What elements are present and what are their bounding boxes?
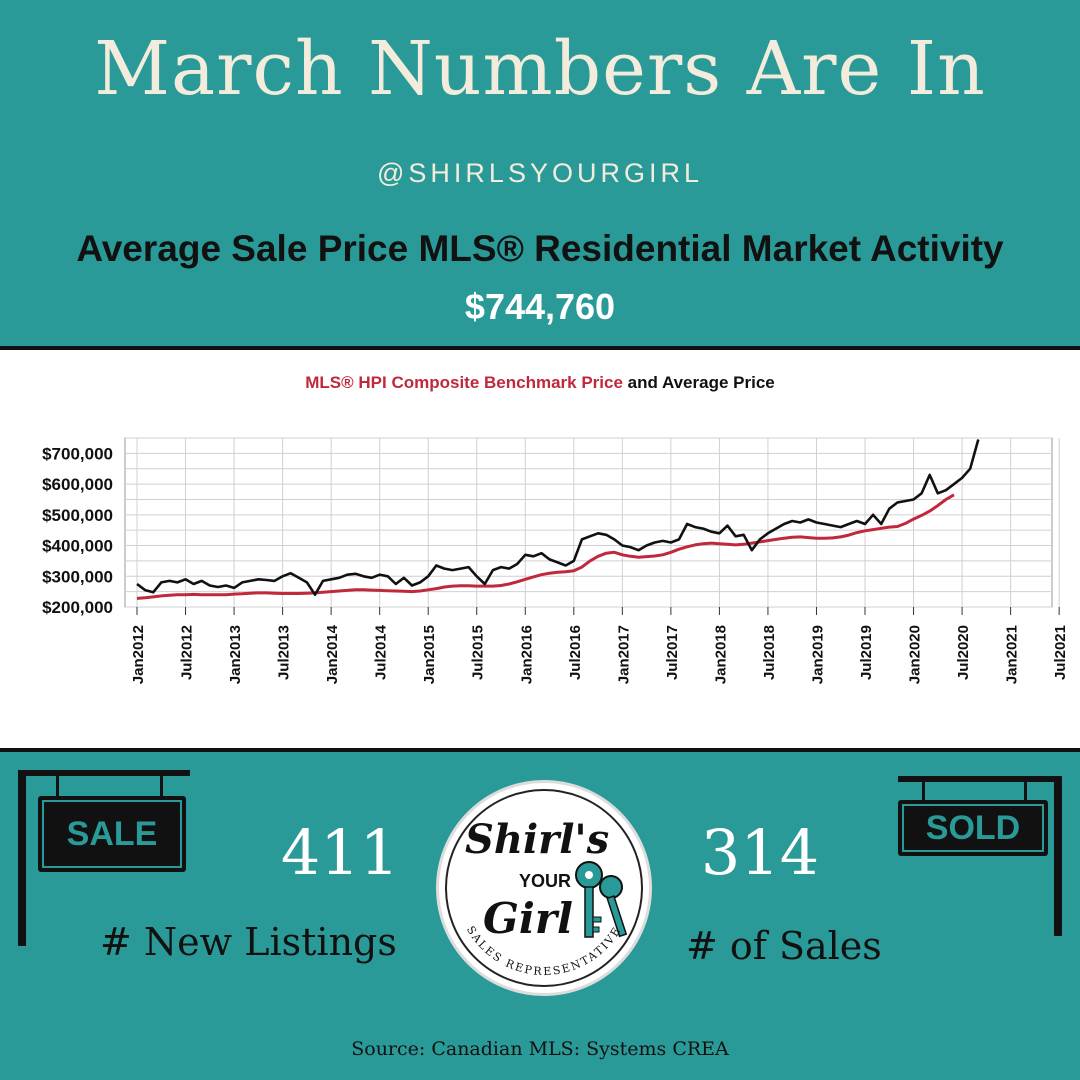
new-listings-label: # New Listings bbox=[100, 920, 397, 964]
x-tick-label: Jan2012 bbox=[130, 625, 147, 684]
x-tick-label: Jul2018 bbox=[761, 625, 778, 680]
social-handle: @SHIRLSYOURGIRL bbox=[377, 158, 703, 188]
y-tick-label: $300,000 bbox=[42, 567, 113, 586]
sold-sign-label: SOLD bbox=[925, 808, 1021, 847]
chart-panel: MLS® HPI Composite Benchmark Price and A… bbox=[0, 346, 1080, 752]
x-tick-label: Jul2015 bbox=[470, 625, 487, 680]
sold-sign-post bbox=[1054, 776, 1062, 936]
x-tick-label: Jan2018 bbox=[712, 625, 729, 684]
logo-your: YOUR bbox=[519, 871, 571, 891]
sale-sign: SALE bbox=[38, 796, 186, 872]
x-tick-label: Jul2013 bbox=[276, 625, 293, 680]
x-tick-label: Jan2020 bbox=[907, 625, 924, 684]
chart-title-average: and Average Price bbox=[628, 373, 775, 392]
sale-sign-arm bbox=[18, 770, 190, 776]
chart-subtitle: Average Sale Price MLS® Residential Mark… bbox=[76, 228, 1004, 269]
new-listings-value: 411 bbox=[280, 816, 400, 889]
x-tick-label: Jul2019 bbox=[858, 625, 875, 680]
brand-logo: Shirl's YOUR Girl SALES REPRESENTATIVE bbox=[436, 780, 652, 996]
x-tick-label: Jul2014 bbox=[373, 624, 390, 680]
sold-sign: SOLD bbox=[898, 800, 1048, 856]
sales-value: 314 bbox=[700, 816, 820, 889]
x-tick-label: Jan2015 bbox=[421, 625, 438, 684]
sold-sign-arm bbox=[898, 776, 1062, 782]
average-price-value: $744,760 bbox=[464, 286, 616, 327]
x-tick-label: Jul2017 bbox=[664, 625, 681, 680]
sale-sign-chain-right bbox=[160, 776, 163, 796]
y-tick-label: $500,000 bbox=[42, 506, 113, 525]
source-note: Source: Canadian MLS: Systems CREA bbox=[351, 1038, 729, 1060]
key-icon bbox=[575, 861, 628, 938]
y-tick-label: $400,000 bbox=[42, 537, 113, 556]
sales-label: # of Sales bbox=[686, 924, 882, 968]
chart-title-hpi: MLS® HPI Composite Benchmark Price bbox=[305, 373, 627, 392]
series-line-average bbox=[136, 439, 980, 596]
sold-sign-chain-right bbox=[1024, 782, 1027, 800]
sale-sign-label: SALE bbox=[66, 814, 158, 853]
x-tick-label: Jul2012 bbox=[179, 625, 196, 680]
y-tick-label: $600,000 bbox=[42, 475, 113, 494]
sale-sign-chain-left bbox=[56, 776, 59, 796]
logo-girl: Girl bbox=[483, 894, 573, 943]
plot-area bbox=[124, 437, 1053, 608]
chart-title: MLS® HPI Composite Benchmark Price and A… bbox=[305, 373, 774, 392]
x-tick-label: Jul2016 bbox=[567, 625, 584, 680]
x-tick-label: Jul2021 bbox=[1052, 625, 1069, 680]
x-tick-label: Jan2017 bbox=[615, 625, 632, 684]
logo-name: Shirl's bbox=[465, 816, 609, 863]
page-title: March Numbers Are In bbox=[94, 26, 986, 112]
series-line-hpi bbox=[136, 493, 955, 600]
y-tick-label: $200,000 bbox=[42, 598, 113, 617]
sold-sign-chain-left bbox=[922, 782, 925, 800]
sale-sign-post bbox=[18, 770, 26, 946]
price-chart: MLS® HPI Composite Benchmark Price and A… bbox=[42, 373, 1069, 684]
y-tick-label: $700,000 bbox=[42, 444, 113, 463]
x-tick-label: Jan2014 bbox=[324, 624, 341, 684]
x-tick-label: Jan2021 bbox=[1004, 625, 1021, 684]
x-tick-label: Jan2013 bbox=[227, 625, 244, 684]
x-tick-label: Jan2019 bbox=[809, 625, 826, 684]
x-tick-label: Jan2016 bbox=[518, 625, 535, 684]
x-tick-label: Jul2020 bbox=[955, 625, 972, 680]
